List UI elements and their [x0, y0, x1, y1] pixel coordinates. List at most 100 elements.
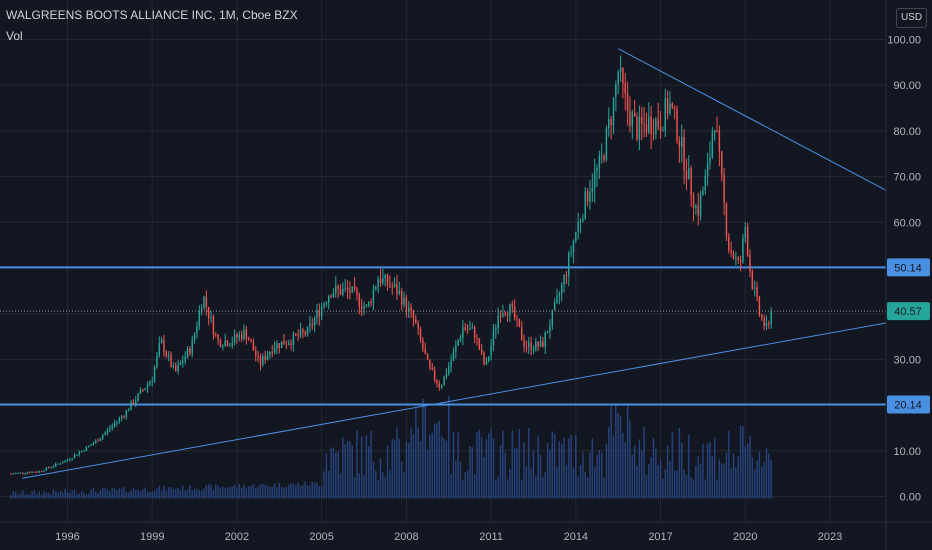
volume-bar — [631, 454, 634, 499]
candle-body — [612, 97, 615, 126]
candle-body — [742, 238, 744, 263]
candle-body — [681, 136, 683, 147]
volume-bar — [666, 445, 669, 499]
x-tick-label: 2020 — [733, 531, 757, 543]
volume-bar — [262, 483, 264, 499]
volume-bar — [273, 483, 276, 499]
volume-bar — [153, 490, 156, 499]
candle-body — [608, 119, 610, 128]
candle-body — [690, 168, 692, 196]
candle-body — [116, 421, 118, 424]
candle-body — [438, 383, 441, 388]
candle-body — [375, 286, 377, 290]
volume-bar — [120, 488, 123, 499]
volume-bar — [104, 488, 106, 499]
volume-bar — [711, 456, 714, 499]
candle-body — [497, 315, 499, 329]
candle-body — [36, 472, 38, 474]
volume-bar — [356, 429, 358, 499]
candle-body — [629, 111, 631, 127]
volume-bar — [589, 452, 591, 499]
volume-bar — [344, 444, 346, 499]
volume-bar — [323, 471, 325, 499]
candle-body — [579, 220, 582, 222]
volume-bar — [231, 486, 233, 499]
candle-body — [165, 352, 168, 357]
volume-bar — [584, 471, 586, 499]
candle-body — [511, 303, 514, 307]
volume-bar — [217, 485, 219, 499]
volume-bar — [283, 487, 285, 499]
candle-body — [664, 98, 666, 131]
volume-indicator-label[interactable]: Vol — [6, 29, 23, 43]
volume-bar — [535, 475, 537, 499]
candle-body — [551, 310, 554, 326]
candle-body — [356, 289, 358, 295]
volume-bar — [542, 477, 544, 499]
volume-bar — [233, 484, 236, 499]
x-tick-label: 2008 — [394, 531, 418, 543]
volume-bar — [692, 480, 695, 499]
candle-body — [245, 329, 248, 339]
candle-body — [80, 450, 83, 453]
candle-body — [365, 305, 368, 307]
volume-bar — [57, 492, 59, 499]
candle-body — [306, 326, 309, 335]
volume-bar — [443, 438, 445, 499]
candle-body — [457, 340, 459, 346]
volume-bar — [309, 485, 311, 499]
candle-body — [92, 443, 95, 445]
volume-bar — [513, 447, 516, 499]
volume-bar — [617, 412, 619, 499]
volume-bar — [142, 489, 144, 499]
candle-body — [47, 467, 50, 469]
volume-bar — [509, 469, 511, 499]
candle-body — [316, 310, 318, 319]
candle-body — [323, 303, 325, 307]
trend-line — [617, 48, 913, 205]
candle-body — [167, 355, 170, 357]
volume-bar — [671, 432, 674, 499]
candle-body — [504, 313, 506, 315]
volume-bar — [85, 494, 88, 499]
candle-body — [452, 351, 455, 361]
candle-body — [52, 466, 55, 468]
volume-bar — [537, 435, 539, 499]
volume-bar — [342, 437, 344, 499]
candle-body — [19, 472, 22, 474]
candle-body — [127, 410, 130, 412]
volume-bar — [295, 485, 297, 499]
candle-body — [655, 119, 657, 135]
candle-body — [746, 227, 749, 256]
volume-bar — [73, 489, 76, 499]
volume-bar — [370, 430, 372, 499]
candle-body — [633, 112, 636, 117]
candle-body — [516, 318, 518, 320]
volume-bar — [758, 451, 761, 499]
volume-bar — [271, 486, 273, 499]
volume-bar — [165, 490, 168, 499]
candle-body — [87, 445, 90, 447]
volume-bar — [582, 451, 584, 499]
candle-body — [744, 227, 747, 239]
y-tick-label: 10.00 — [893, 446, 921, 458]
volume-bar — [579, 465, 582, 499]
volume-bar — [240, 487, 243, 499]
volume-bar — [681, 442, 683, 499]
candle-body — [626, 93, 629, 112]
candle-body — [309, 323, 311, 327]
y-tick-label: 0.00 — [900, 492, 921, 504]
candle-body — [264, 356, 266, 360]
volume-bar — [549, 449, 551, 499]
candle-body — [419, 328, 422, 340]
volume-bar — [462, 480, 464, 499]
y-tick-label: 30.00 — [893, 354, 921, 366]
currency-button[interactable]: USD — [896, 8, 927, 28]
volume-bar — [255, 488, 257, 499]
candle-body — [572, 240, 575, 253]
volume-bar — [92, 488, 95, 499]
volume-bar — [62, 492, 64, 499]
candle-body — [709, 157, 711, 164]
candle-body — [196, 325, 198, 334]
